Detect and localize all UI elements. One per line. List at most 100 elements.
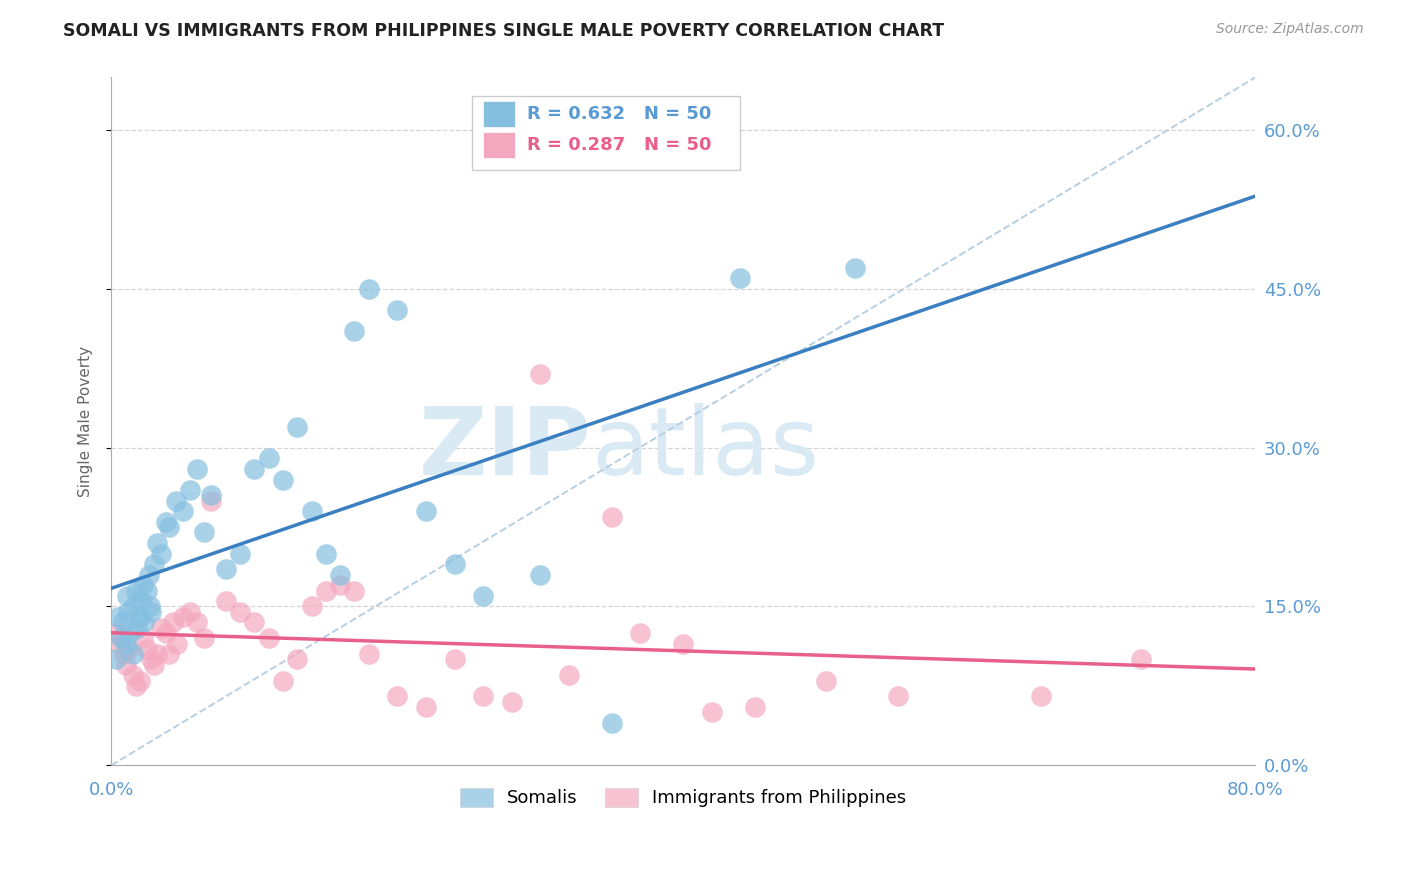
Text: atlas: atlas [592, 403, 820, 495]
Point [558, 668, 581, 682]
Point [146, 536, 169, 550]
Point [285, 419, 308, 434]
Point [115, 589, 138, 603]
Point [136, 583, 159, 598]
Point [243, 615, 266, 630]
Point [672, 636, 695, 650]
Point [229, 605, 252, 619]
Point [415, 504, 437, 518]
Point [730, 271, 752, 285]
Point [150, 547, 173, 561]
Point [200, 488, 222, 502]
Point [357, 647, 380, 661]
Text: ZIP: ZIP [419, 403, 592, 495]
FancyBboxPatch shape [484, 101, 515, 127]
Point [600, 509, 623, 524]
Point [122, 599, 145, 614]
Point [138, 567, 160, 582]
Point [529, 367, 551, 381]
Point [215, 562, 238, 576]
Point [215, 594, 238, 608]
Point [172, 610, 194, 624]
Point [357, 282, 380, 296]
Point [117, 641, 139, 656]
Point [271, 673, 294, 688]
Point [129, 673, 152, 688]
Point [887, 690, 910, 704]
Point [108, 636, 131, 650]
Point [172, 504, 194, 518]
Point [1129, 652, 1152, 666]
Point [186, 462, 208, 476]
Point [415, 700, 437, 714]
Point [150, 621, 173, 635]
Point [443, 652, 465, 666]
Point [117, 605, 139, 619]
Point [118, 626, 141, 640]
Point [131, 594, 153, 608]
Point [157, 647, 180, 661]
Point [1029, 690, 1052, 704]
Point [628, 626, 651, 640]
Point [301, 504, 323, 518]
Y-axis label: Single Male Poverty: Single Male Poverty [79, 346, 93, 497]
Point [121, 668, 143, 682]
Point [107, 610, 129, 624]
Point [162, 615, 184, 630]
Point [111, 615, 134, 630]
Point [179, 605, 201, 619]
Point [110, 632, 132, 646]
Point [387, 303, 409, 318]
Text: R = 0.287   N = 50: R = 0.287 N = 50 [527, 136, 711, 153]
Point [143, 657, 166, 672]
Point [121, 647, 143, 661]
Point [472, 589, 495, 603]
Point [229, 547, 252, 561]
Point [329, 578, 352, 592]
Point [193, 525, 215, 540]
Point [744, 700, 766, 714]
Text: R = 0.632   N = 50: R = 0.632 N = 50 [527, 105, 711, 123]
Point [179, 483, 201, 497]
Point [124, 583, 146, 598]
Text: SOMALI VS IMMIGRANTS FROM PHILIPPINES SINGLE MALE POVERTY CORRELATION CHART: SOMALI VS IMMIGRANTS FROM PHILIPPINES SI… [63, 22, 945, 40]
Point [136, 641, 159, 656]
Point [132, 578, 155, 592]
Point [243, 462, 266, 476]
Point [143, 557, 166, 571]
FancyBboxPatch shape [471, 96, 741, 170]
Point [157, 520, 180, 534]
Point [387, 690, 409, 704]
Point [114, 657, 136, 672]
Point [134, 615, 156, 630]
FancyBboxPatch shape [484, 132, 515, 158]
Point [315, 583, 337, 598]
Point [132, 632, 155, 646]
Point [501, 695, 523, 709]
Point [529, 567, 551, 582]
Point [104, 652, 127, 666]
Point [146, 647, 169, 661]
Point [139, 599, 162, 614]
Point [343, 583, 366, 598]
Text: Source: ZipAtlas.com: Source: ZipAtlas.com [1216, 22, 1364, 37]
Point [257, 451, 280, 466]
Point [193, 632, 215, 646]
Point [285, 652, 308, 666]
Point [343, 325, 366, 339]
Point [141, 605, 163, 619]
Point [155, 515, 177, 529]
Legend: Somalis, Immigrants from Philippines: Somalis, Immigrants from Philippines [453, 780, 914, 814]
Point [472, 690, 495, 704]
Point [301, 599, 323, 614]
Point [329, 567, 352, 582]
Point [141, 652, 163, 666]
Point [257, 632, 280, 646]
Point [114, 636, 136, 650]
Point [200, 493, 222, 508]
Point [165, 493, 187, 508]
Point [124, 679, 146, 693]
Point [443, 557, 465, 571]
Point [700, 706, 723, 720]
Point [155, 626, 177, 640]
